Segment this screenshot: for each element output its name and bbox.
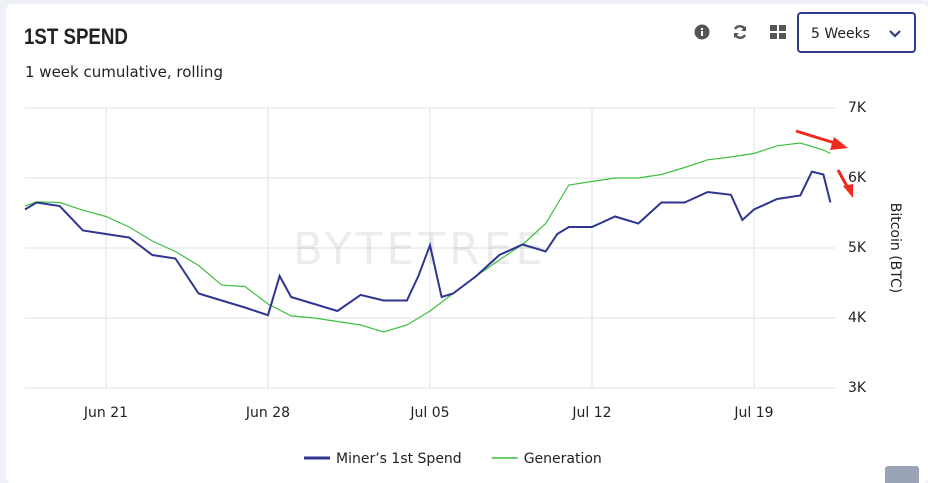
y-tick-label: 5K [848,240,867,256]
annotation-arrows [795,129,853,198]
legend-label: Generation [524,451,602,467]
x-tick-label: Jul 19 [733,405,773,421]
x-tick-label: Jun 21 [83,405,128,421]
x-tick-label: Jul 12 [571,405,611,421]
y-tick-label: 3K [848,380,867,396]
y-axis-title: Bitcoin (BTC) [887,203,903,294]
layout-icon[interactable] [770,24,786,40]
series-line [24,170,832,317]
grid [25,107,835,389]
x-tick-label: Jul 05 [409,405,449,421]
watermark: BYTETREE [293,224,547,275]
legend-label: Miner’s 1st Spend [336,451,462,467]
info-icon[interactable] [694,24,710,40]
x-tick-label: Jun 28 [245,405,290,421]
refresh-icon[interactable] [732,24,748,40]
card: 1ST SPEND 1 week cumulative, rolling 5 W… [6,4,928,483]
scroll-button[interactable] [885,466,919,483]
period-select[interactable]: 5 Weeks [797,12,916,53]
y-tick-label: 7K [848,100,867,116]
y-tick-label: 4K [848,310,867,326]
chart-title: 1ST SPEND [24,24,128,49]
series-line [24,142,831,333]
chart-subtitle: 1 week cumulative, rolling [25,63,223,81]
y-tick-label: 6K [848,170,867,186]
period-select-label: 5 Weeks [811,26,871,42]
